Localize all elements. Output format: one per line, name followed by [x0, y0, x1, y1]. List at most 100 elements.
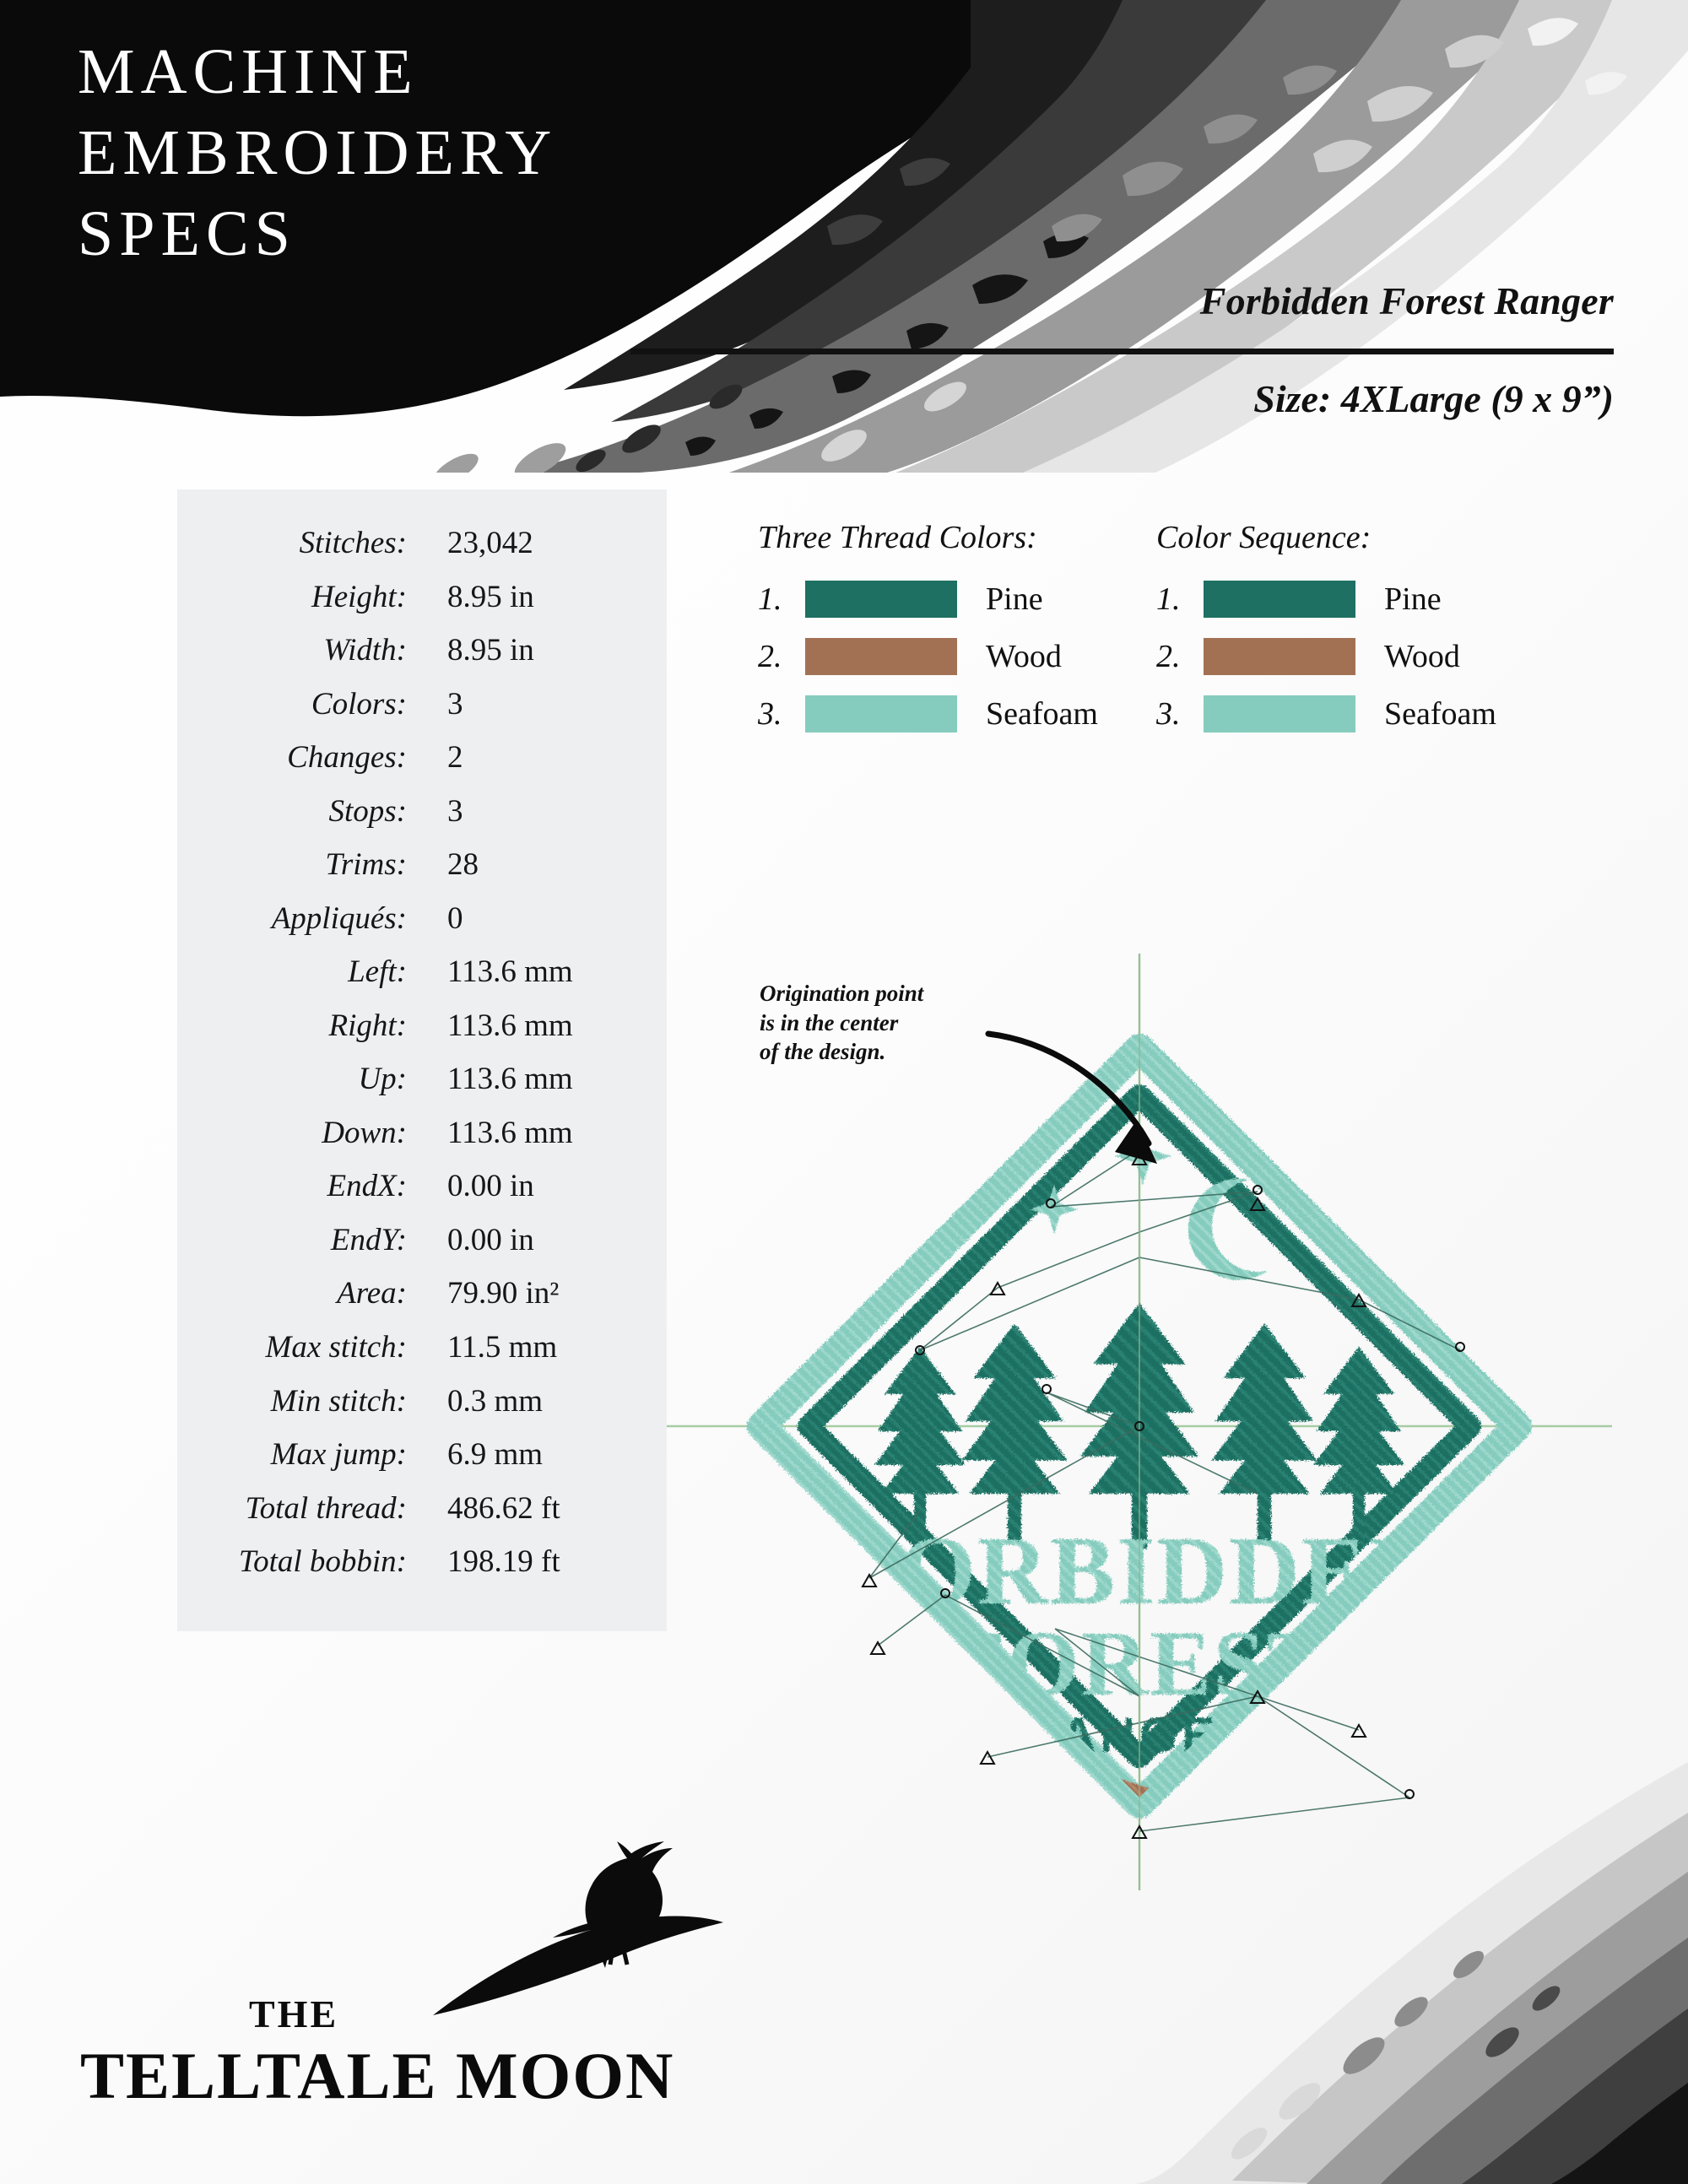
- spec-value: 28: [447, 847, 479, 883]
- spec-label: Up:: [358, 1062, 407, 1097]
- spec-row: Appliqués: 0: [203, 897, 641, 942]
- color-sequence-name: Wood: [1384, 639, 1460, 674]
- spec-row: Stops: 3: [203, 790, 641, 835]
- spec-row: Area: 79.90 in²: [203, 1272, 641, 1316]
- spec-value: 0: [447, 900, 463, 936]
- spec-value: 2: [447, 740, 463, 776]
- spec-label: Height:: [311, 579, 407, 614]
- thread-colors-column: Three Thread Colors: 1. Pine 2. Wood 3. …: [758, 519, 1129, 750]
- color-sequence-name: Seafoam: [1384, 696, 1496, 732]
- color-sequence-swatch: [1204, 581, 1355, 618]
- color-sequence-name: Pine: [1384, 581, 1442, 617]
- page-title-line-3: SPECS: [78, 197, 296, 269]
- stitch-nodes: [861, 1139, 1465, 1839]
- color-sequence-row: 3. Seafoam: [1156, 693, 1536, 735]
- color-sequence-swatch: [1204, 695, 1355, 733]
- spec-label: EndY:: [330, 1222, 407, 1257]
- spec-row: Max jump: 6.9 mm: [203, 1433, 641, 1478]
- spec-row: EndX: 0.00 in: [203, 1165, 641, 1209]
- spec-label: Min stitch:: [270, 1383, 407, 1419]
- spec-label: Max jump:: [270, 1437, 407, 1473]
- spec-value: 113.6 mm: [447, 1008, 573, 1043]
- spec-value: 8.95 in: [447, 633, 534, 668]
- spec-label: Total bobbin:: [238, 1544, 407, 1580]
- spec-row: Up: 113.6 mm: [203, 1057, 641, 1102]
- color-sequence-index: 1.: [1156, 581, 1181, 617]
- crow-icon: [433, 1841, 723, 2015]
- brand-logo: THE TELLTALE MOON: [80, 1841, 772, 2114]
- spec-value: 79.90 in²: [447, 1276, 560, 1311]
- spec-label: Stitches:: [299, 526, 407, 560]
- spec-row: EndY: 0.00 in: [203, 1219, 641, 1263]
- spec-value: 486.62 ft: [447, 1490, 560, 1526]
- spec-label: Area:: [337, 1276, 407, 1311]
- page-title-line-1: MACHINE: [78, 36, 419, 107]
- spec-row: Stitches: 23,042: [203, 522, 641, 566]
- color-sequence-row: 2. Wood: [1156, 635, 1536, 678]
- color-sequence-index: 2.: [1156, 639, 1181, 674]
- spec-value: 113.6 mm: [447, 1062, 573, 1097]
- spec-label: Total thread:: [245, 1490, 407, 1526]
- patch-moon: [1188, 1178, 1268, 1280]
- spec-label: Stops:: [328, 793, 408, 829]
- spec-value: 11.5 mm: [447, 1329, 558, 1365]
- thread-color-index: 2.: [758, 639, 782, 674]
- origination-arrow-icon: [985, 1030, 1157, 1164]
- specs-panel: Stitches: 23,042 Height: 8.95 in Width: 8.9…: [177, 489, 667, 1631]
- thread-color-name: Seafoam: [986, 696, 1098, 732]
- spec-row: Height: 8.95 in: [203, 576, 641, 620]
- spec-label: Changes:: [287, 740, 407, 776]
- spec-row: Down: 113.6 mm: [203, 1111, 641, 1156]
- spec-label: EndX:: [327, 1169, 407, 1204]
- patch-trees: [874, 1302, 1404, 1549]
- spec-label: Width:: [323, 633, 407, 668]
- spec-row: Trims: 28: [203, 843, 641, 888]
- design-name: Forbidden Forest Ranger: [1199, 279, 1614, 322]
- spec-label: Appliqués:: [271, 900, 407, 936]
- spec-row: Width: 8.95 in: [203, 629, 641, 673]
- spec-row: Right: 113.6 mm: [203, 1004, 641, 1049]
- spec-value: 6.9 mm: [447, 1437, 544, 1473]
- spec-value: 23,042: [447, 526, 533, 560]
- spec-label: Down:: [322, 1115, 407, 1150]
- spec-value: 8.95 in: [447, 579, 534, 614]
- color-sequence-column: Color Sequence: 1. Pine 2. Wood 3. Seafo…: [1156, 519, 1536, 750]
- design-meta: Forbidden Forest Ranger Size: 4XLarge (9…: [618, 278, 1614, 421]
- color-sequence-swatch: [1204, 638, 1355, 675]
- spec-label: Colors:: [311, 686, 407, 722]
- color-sequence-row: 1. Pine: [1156, 578, 1536, 620]
- spec-row: Min stitch: 0.3 mm: [203, 1380, 641, 1424]
- brand-the-label: THE: [249, 1992, 339, 2035]
- thread-color-swatch: [805, 638, 957, 675]
- thread-colors-heading: Three Thread Colors:: [758, 520, 1037, 555]
- brand-name-label: TELLTALE MOON: [80, 2039, 675, 2112]
- page-title-line-2: EMBROIDERY: [78, 116, 558, 188]
- spec-value: 198.19 ft: [447, 1544, 560, 1580]
- spec-value: 3: [447, 793, 463, 829]
- spec-value: 3: [447, 686, 463, 722]
- thread-color-index: 1.: [758, 581, 782, 617]
- origination-note: Origination point is in the center of th…: [760, 981, 924, 1065]
- thread-color-row: 2. Wood: [758, 635, 1129, 678]
- spec-row: Left: 113.6 mm: [203, 950, 641, 995]
- spec-row: Changes: 2: [203, 736, 641, 781]
- thread-color-name: Pine: [986, 581, 1043, 617]
- thread-color-row: 1. Pine: [758, 578, 1129, 620]
- spec-label: Max stitch:: [265, 1329, 407, 1365]
- spec-value: 113.6 mm: [447, 1115, 573, 1150]
- spec-value: 0.00 in: [447, 1169, 534, 1204]
- spec-value: 0.3 mm: [447, 1383, 544, 1419]
- spec-value: 0.00 in: [447, 1222, 534, 1257]
- thread-color-name: Wood: [986, 639, 1062, 674]
- meta-divider: [630, 349, 1614, 354]
- thread-color-row: 3. Seafoam: [758, 693, 1129, 735]
- thread-color-swatch: [805, 695, 957, 733]
- spec-label: Trims:: [325, 847, 407, 883]
- spec-label: Right:: [328, 1008, 407, 1043]
- page-title: MACHINE EMBROIDERY SPECS: [78, 32, 837, 274]
- spec-row: Total bobbin: 198.19 ft: [203, 1540, 641, 1585]
- thread-color-index: 3.: [758, 696, 782, 732]
- design-size: Size: 4XLarge (9 x 9”): [1253, 377, 1614, 420]
- spec-label: Left:: [348, 954, 407, 990]
- spec-row: Total thread: 486.62 ft: [203, 1487, 641, 1532]
